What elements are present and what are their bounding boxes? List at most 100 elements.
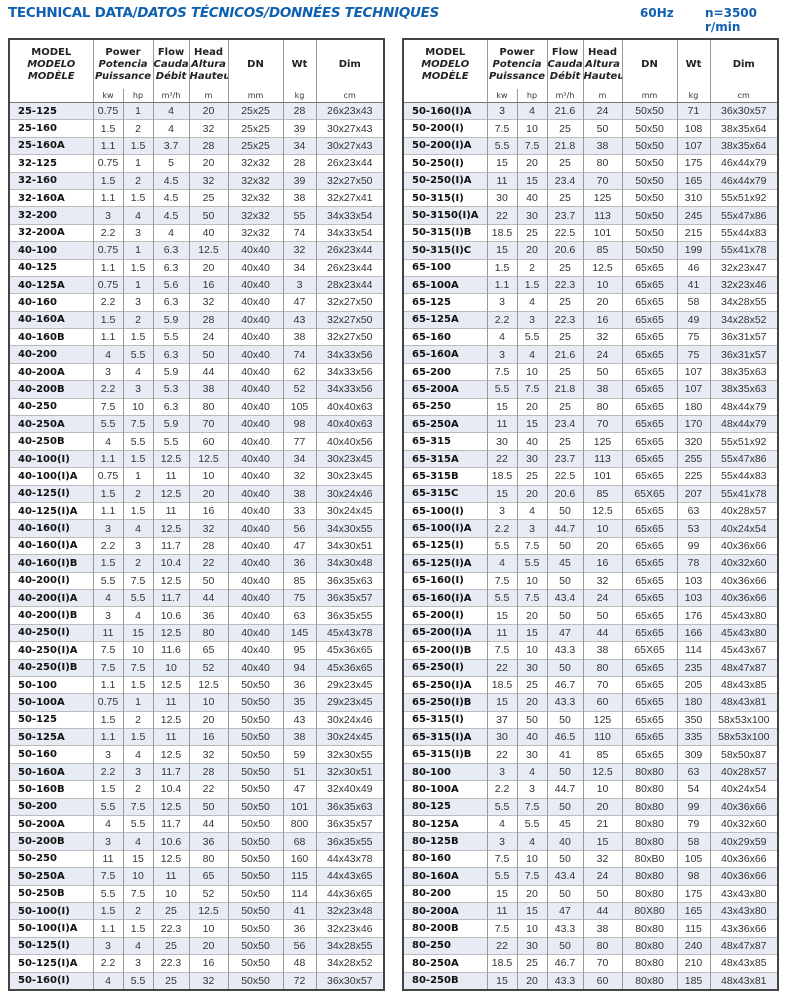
cell-flow: 11.7: [152, 762, 190, 781]
table-row: 65-315(I)B 22 30 41 85 65x65 309 58x50x87: [402, 745, 779, 764]
column-header-wt: Wt: [676, 39, 711, 89]
cell-model: 50-3150(I)A: [402, 206, 487, 225]
cell-dim: 55x47x86: [709, 449, 779, 468]
cell-dn: 32x32: [227, 223, 284, 242]
cell-hp: 1: [122, 101, 154, 120]
cell-model: 50-160B: [8, 780, 93, 799]
cell-model: 50-315(I)C: [402, 241, 487, 260]
cell-head: 16: [188, 501, 229, 520]
cell-wt: 38: [282, 728, 317, 746]
cell-hp: 10: [122, 397, 154, 416]
cell-hp: 7.5: [516, 797, 548, 816]
cell-model: 50-200: [8, 797, 93, 816]
cell-head: 20: [582, 536, 623, 555]
cell-model: 40-250(I)B: [8, 658, 93, 677]
cell-kw: 4: [486, 554, 517, 573]
table-row: 65-250(I)A 18.5 25 46.7 70 65x65 205 48x43x85: [402, 675, 779, 694]
cell-wt: 99: [676, 536, 711, 555]
cell-model: 50-125(I)A: [8, 954, 93, 973]
cell-wt: 32: [282, 467, 317, 486]
table-row: 65-160 4 5.5 25 32 65x65 75 36x31x57: [402, 328, 779, 346]
cell-model: 32-200A: [8, 223, 93, 242]
cell-kw: 1.1: [92, 258, 123, 277]
cell-hp: 50: [516, 710, 548, 729]
table-row: 32-200 3 4 4.5 50 32x32 55 34x33x54: [8, 206, 385, 225]
cell-wt: 105: [676, 849, 711, 868]
cell-wt: 114: [676, 641, 711, 659]
cell-hp: 4: [122, 519, 154, 538]
cell-hp: 7.5: [122, 884, 154, 903]
cell-dim: 40x36x66: [709, 536, 779, 555]
cell-model: 65-100: [402, 258, 487, 277]
cell-wt: 115: [676, 919, 711, 938]
cell-dim: 40x28x57: [709, 762, 779, 781]
cell-dim: 46x44x79: [709, 154, 779, 173]
cell-model: 80-125A: [402, 815, 487, 833]
cell-model: 65-250: [402, 397, 487, 416]
cell-kw: 2.2: [92, 536, 123, 555]
cell-head: 70: [582, 415, 623, 433]
cell-kw: 3: [92, 606, 123, 625]
table-row: 65-160(I) 7.5 10 50 32 65x65 103 40x36x66: [402, 571, 779, 590]
cell-kw: 0.75: [92, 467, 123, 486]
cell-wt: 63: [676, 762, 711, 781]
cell-flow: 50: [546, 710, 584, 729]
cell-kw: 2.2: [486, 519, 517, 538]
table-row: 40-200 4 5.5 6.3 50 40x40 74 34x33x56: [8, 345, 385, 364]
cell-hp: 5.5: [122, 588, 154, 607]
cell-flow: 43.4: [546, 867, 584, 886]
cell-kw: 7.5: [486, 849, 517, 868]
cell-wt: 62: [282, 362, 317, 381]
cell-dn: 25x25: [227, 119, 284, 138]
cell-dn: 65x65: [621, 467, 678, 486]
cell-flow: 25: [546, 362, 584, 381]
cell-hp: 7.5: [516, 588, 548, 607]
cell-flow: 50: [546, 797, 584, 816]
cell-head: 20: [582, 797, 623, 816]
cell-flow: 5.5: [152, 432, 190, 451]
cell-head: 70: [582, 954, 623, 973]
cell-head: 12.5: [582, 501, 623, 520]
cell-hp: 10: [122, 641, 154, 659]
cell-hp: 4: [516, 101, 548, 120]
cell-wt: 47: [282, 536, 317, 555]
cell-dn: 65x65: [621, 571, 678, 590]
table-body: 25-125 0.75 1 4 20 25x25 28 26x23x43 25-160 1.5 2 4…: [8, 101, 385, 990]
column-header-model: MODEL MODELO MODÈLE: [402, 39, 487, 89]
cell-hp: 40: [516, 728, 548, 746]
cell-head: 80: [188, 849, 229, 868]
cell-wt: 28: [282, 154, 317, 173]
cell-kw: 30: [486, 188, 517, 207]
cell-wt: 36: [282, 675, 317, 694]
cell-head: 101: [582, 467, 623, 486]
cell-kw: 4: [92, 345, 123, 364]
cell-wt: 58: [676, 832, 711, 851]
cell-kw: 15: [486, 397, 517, 416]
cell-dim: 44x43x65: [315, 867, 385, 886]
cell-dn: 40x40: [227, 571, 284, 590]
cell-flow: 6.3: [152, 258, 190, 277]
cell-dim: 45x43x67: [709, 641, 779, 659]
cell-head: 38: [582, 919, 623, 938]
cell-head: 10: [188, 467, 229, 486]
cell-wt: 309: [676, 745, 711, 764]
cell-wt: 49: [676, 310, 711, 329]
cell-hp: 7.5: [516, 380, 548, 399]
cell-model: 50-200(I): [402, 119, 487, 138]
cell-kw: 4: [486, 815, 517, 833]
cell-head: 80: [582, 397, 623, 416]
cell-model: 65-160(I): [402, 571, 487, 590]
cell-dim: 30x24x46: [315, 484, 385, 503]
cell-kw: 1.1: [92, 501, 123, 520]
cell-dim: 29x23x45: [315, 675, 385, 694]
cell-dn: 50x50: [621, 136, 678, 155]
cell-dim: 40x36x66: [709, 797, 779, 816]
cell-flow: 47: [546, 623, 584, 642]
cell-model: 65-100(I): [402, 501, 487, 520]
cell-kw: 1.1: [92, 919, 123, 938]
cell-model: 65-250A: [402, 415, 487, 433]
cell-model: 65-160(I)A: [402, 588, 487, 607]
cell-kw: 1.1: [486, 275, 517, 294]
cell-hp: 4: [516, 832, 548, 851]
cell-kw: 7.5: [486, 641, 517, 659]
